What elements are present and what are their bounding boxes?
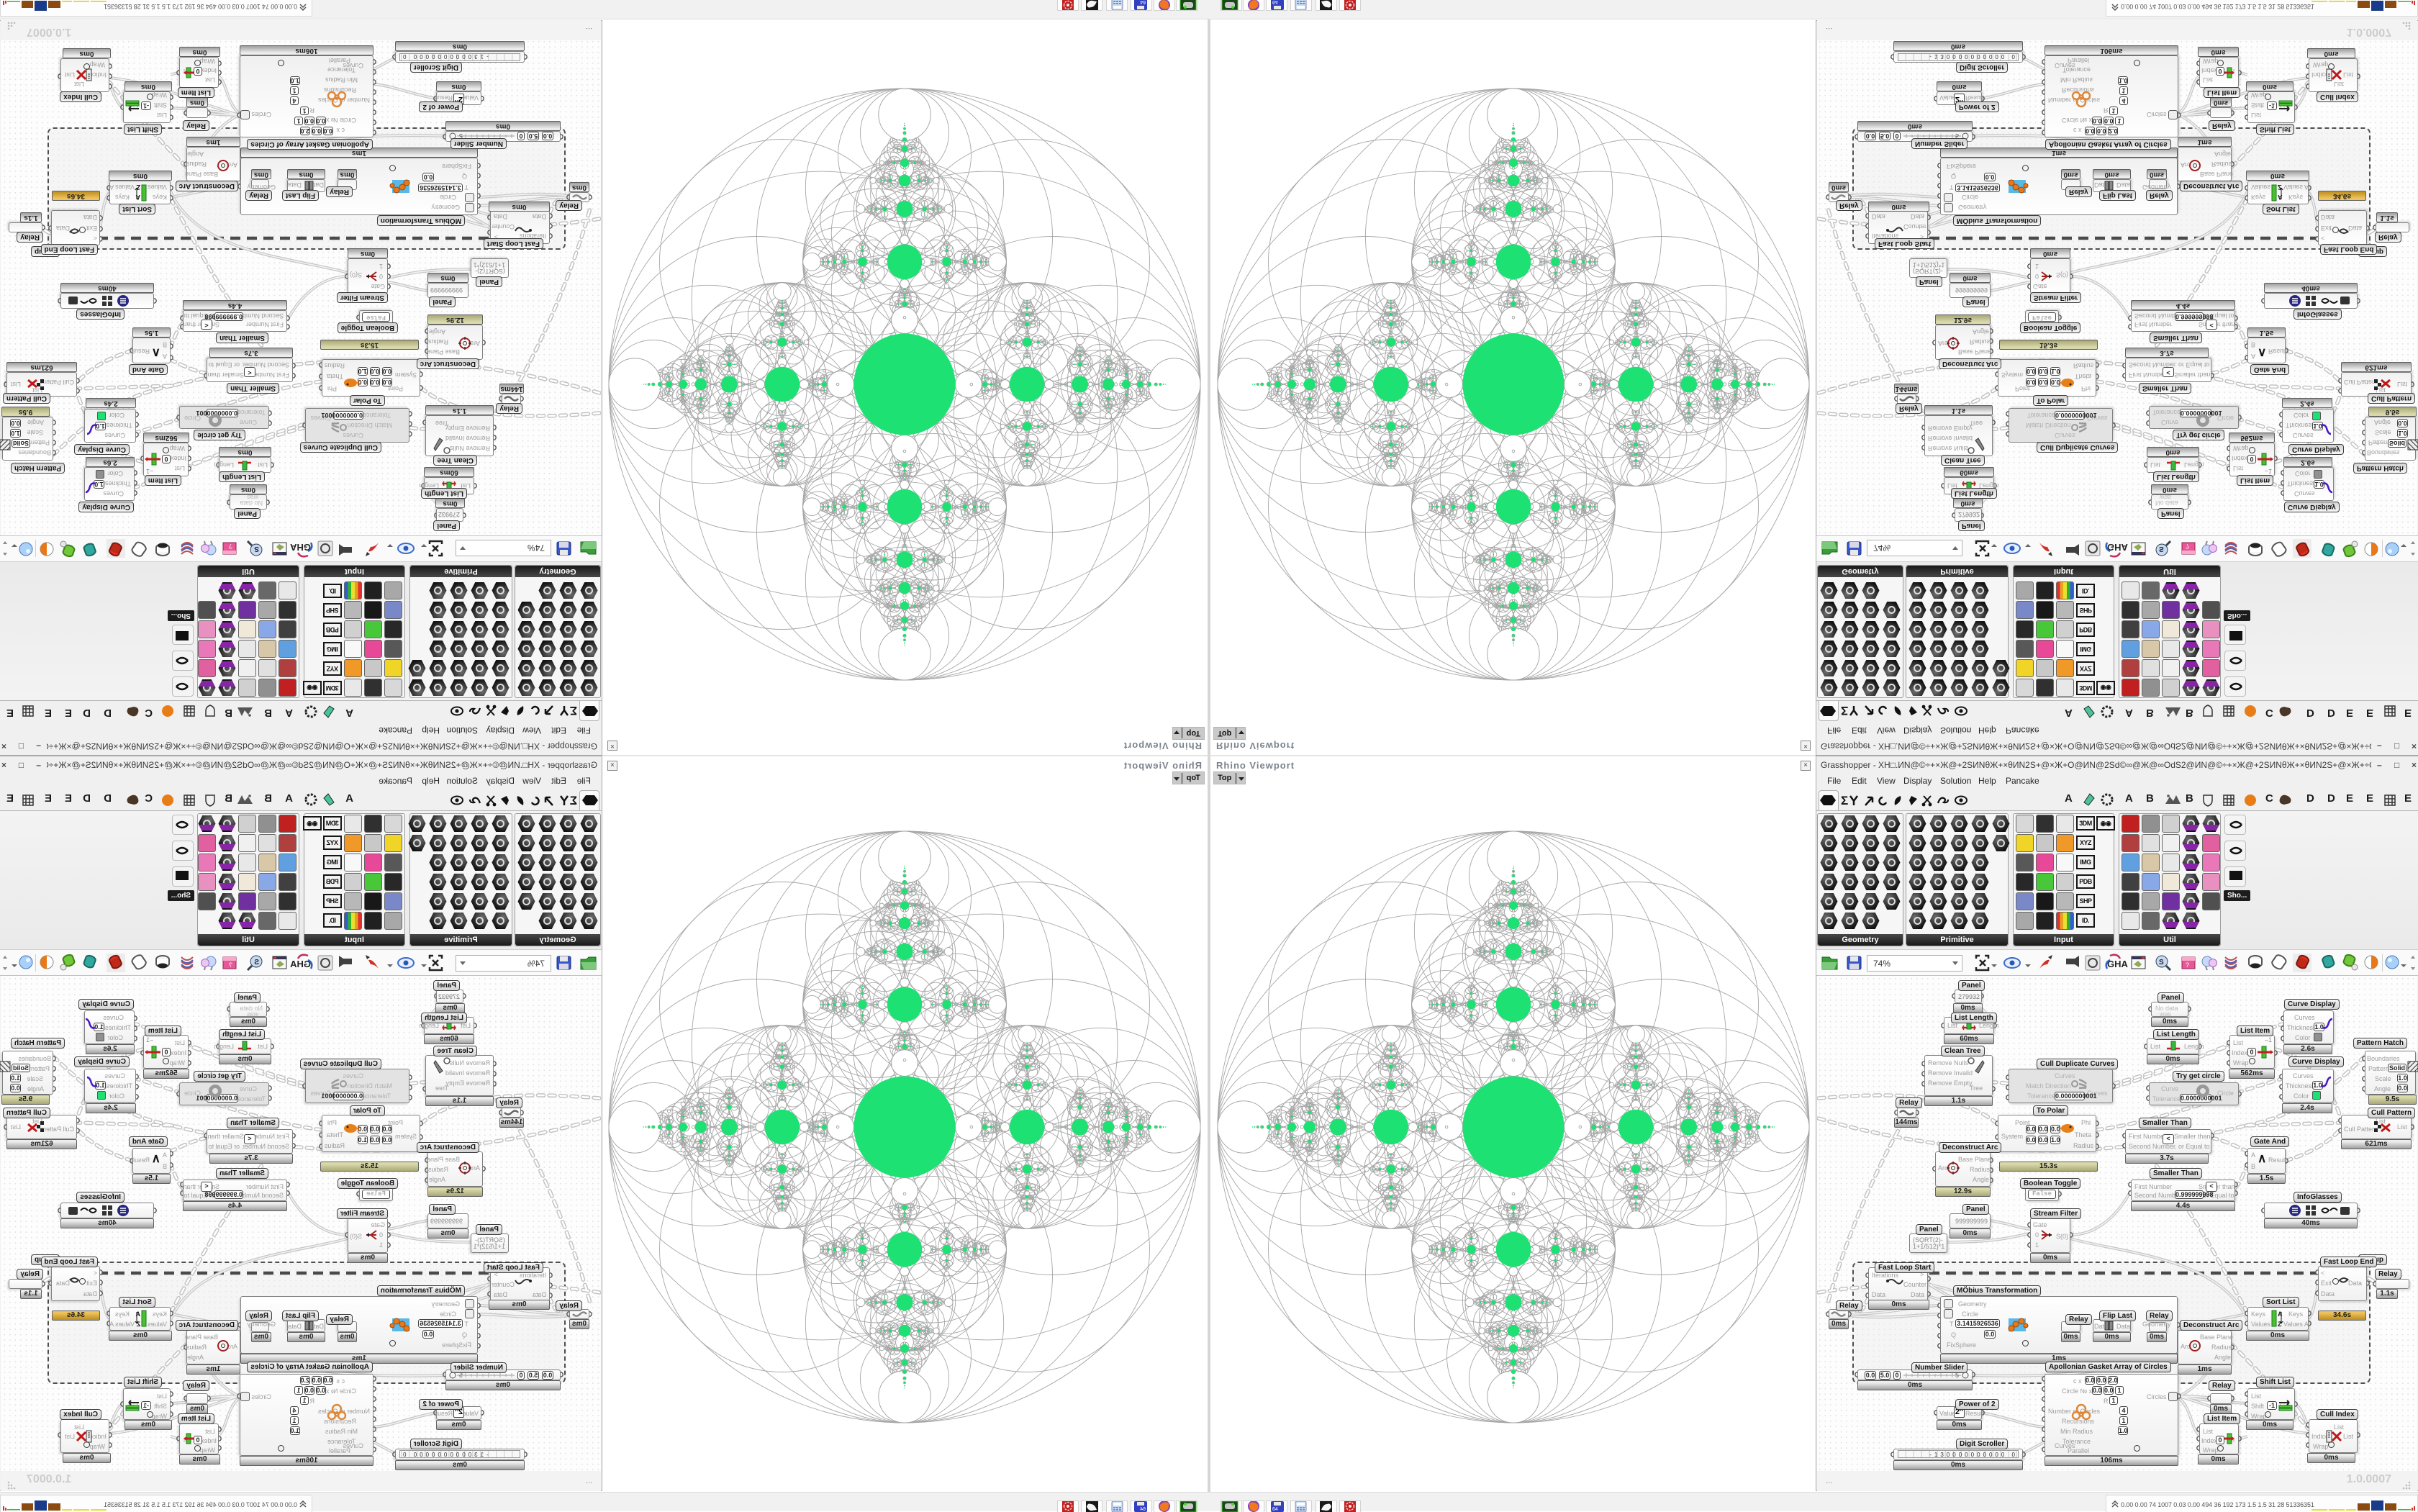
svg-text:A: A: [2278, 1310, 2283, 1318]
svg-text:S: S: [2159, 959, 2164, 966]
svg-text:5: 5: [1955, 1372, 1959, 1379]
svg-text:Σ: Σ: [1841, 794, 1848, 807]
svg-text:?: ?: [2186, 961, 2189, 969]
svg-text:GHA: GHA: [2107, 959, 2129, 969]
svg-text:Z: Z: [2278, 1321, 2282, 1328]
svg-text:64: 64: [1272, 1507, 1278, 1512]
